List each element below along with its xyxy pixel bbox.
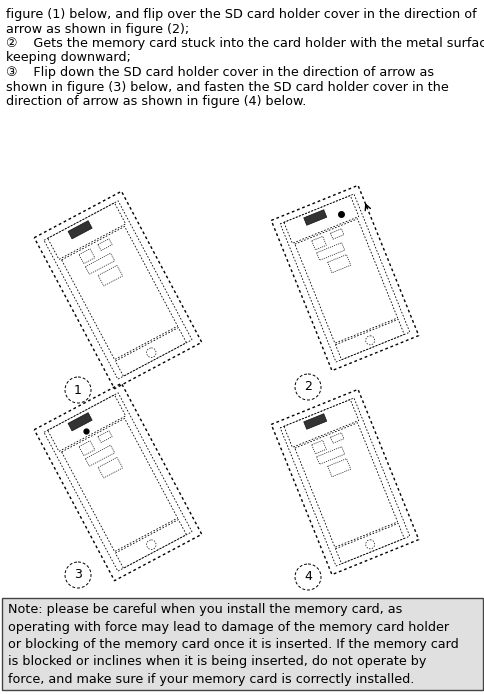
Polygon shape: [303, 414, 326, 430]
Text: figure (1) below, and flip over the SD card holder cover in the direction of: figure (1) below, and flip over the SD c…: [6, 8, 476, 21]
Text: direction of arrow as shown in figure (4) below.: direction of arrow as shown in figure (4…: [6, 95, 306, 108]
Polygon shape: [68, 413, 92, 431]
Text: Note: please be careful when you install the memory card, as
operating with forc: Note: please be careful when you install…: [8, 603, 458, 686]
Text: 4: 4: [303, 571, 311, 584]
Text: shown in figure (3) below, and fasten the SD card holder cover in the: shown in figure (3) below, and fasten th…: [6, 81, 448, 94]
Text: ③    Flip down the SD card holder cover in the direction of arrow as: ③ Flip down the SD card holder cover in …: [6, 66, 433, 79]
Text: 1: 1: [74, 384, 82, 397]
FancyBboxPatch shape: [2, 598, 482, 690]
Text: 3: 3: [74, 569, 82, 582]
Text: keeping downward;: keeping downward;: [6, 51, 131, 65]
Polygon shape: [303, 210, 326, 225]
Text: ②    Gets the memory card stuck into the card holder with the metal surface: ② Gets the memory card stuck into the ca…: [6, 37, 484, 50]
Polygon shape: [68, 220, 92, 239]
Text: arrow as shown in figure (2);: arrow as shown in figure (2);: [6, 22, 189, 35]
Text: 2: 2: [303, 380, 311, 393]
